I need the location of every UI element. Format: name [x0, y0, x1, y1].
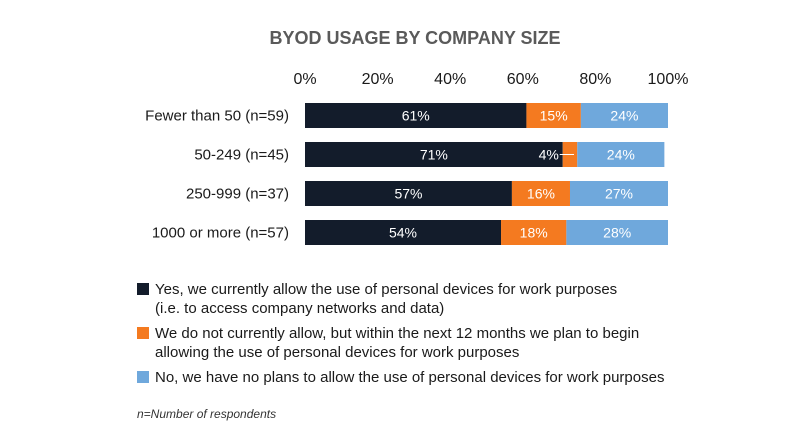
data-label: 28%	[603, 225, 631, 241]
legend-label: Yes, we currently allow the use of perso…	[155, 280, 617, 318]
bar-segment	[580, 103, 668, 128]
data-label: 54%	[389, 225, 417, 241]
footnote: n=Number of respondents	[137, 407, 277, 421]
legend-label-line: allowing the use of personal devices for…	[155, 344, 520, 361]
category-label: 1000 or more (n=57)	[152, 225, 289, 242]
x-tick-label: 0%	[293, 71, 316, 88]
bar-segment	[305, 220, 502, 245]
data-label: 57%	[394, 186, 422, 202]
data-label: 18%	[520, 225, 548, 241]
stacked-bar-chart: BYOD USAGE BY COMPANY SIZE 0% 20% 40% 60% 80…	[145, 28, 688, 245]
data-label: 15%	[540, 108, 568, 124]
bar-segment	[569, 181, 668, 206]
data-labels: 61% 15% 24% 71% 4% 24% 57% 16% 27% 54% 18% 28%	[389, 108, 638, 241]
chart-title: BYOD USAGE BY COMPANY SIZE	[269, 28, 560, 48]
legend-swatch	[137, 371, 149, 383]
bar-segment	[305, 142, 563, 167]
legend-item: No, we have no plans to allow the use of…	[137, 368, 757, 387]
category-labels: Fewer than 50 (n=59) 50-249 (n=45) 250-999…	[145, 108, 289, 242]
x-tick-label: 60%	[507, 71, 539, 88]
legend-swatch	[137, 283, 149, 295]
category-label: 250-999 (n=37)	[186, 186, 289, 203]
data-label: 4%	[539, 147, 559, 163]
bar-segment	[305, 181, 512, 206]
category-label: Fewer than 50 (n=59)	[145, 108, 289, 125]
legend-item: Yes, we currently allow the use of perso…	[137, 280, 757, 318]
legend-label: No, we have no plans to allow the use of…	[155, 368, 664, 387]
x-tick-label: 20%	[362, 71, 394, 88]
legend-swatch	[137, 327, 149, 339]
data-label: 24%	[610, 108, 638, 124]
data-label: 16%	[527, 186, 555, 202]
legend-item: We do not currently allow, but within th…	[137, 324, 757, 362]
bars	[305, 103, 668, 245]
category-label: 50-249 (n=45)	[194, 147, 289, 164]
data-label: 61%	[402, 108, 430, 124]
legend-label-line: (i.e. to access company networks and dat…	[155, 300, 445, 317]
x-tick-label: 80%	[579, 71, 611, 88]
legend: Yes, we currently allow the use of perso…	[137, 280, 757, 393]
data-label: 24%	[607, 147, 635, 163]
bar-segment	[305, 103, 527, 128]
legend-label-line: Yes, we currently allow the use of perso…	[155, 281, 618, 298]
legend-label-line: We do not currently allow, but within th…	[155, 325, 640, 342]
bar-segment	[511, 181, 570, 206]
data-label: 27%	[605, 186, 633, 202]
x-tick-label: 100%	[648, 71, 689, 88]
bar-segment	[501, 220, 567, 245]
legend-label: We do not currently allow, but within th…	[155, 324, 639, 362]
bar-segment	[577, 142, 665, 167]
data-label: 71%	[420, 147, 448, 163]
x-axis-ticks: 0% 20% 40% 60% 80% 100%	[293, 71, 688, 88]
x-tick-label: 40%	[434, 71, 466, 88]
bar-segment	[526, 103, 581, 128]
bar-segment	[566, 220, 668, 245]
legend-label-line: No, we have no plans to allow the use of…	[155, 369, 665, 386]
